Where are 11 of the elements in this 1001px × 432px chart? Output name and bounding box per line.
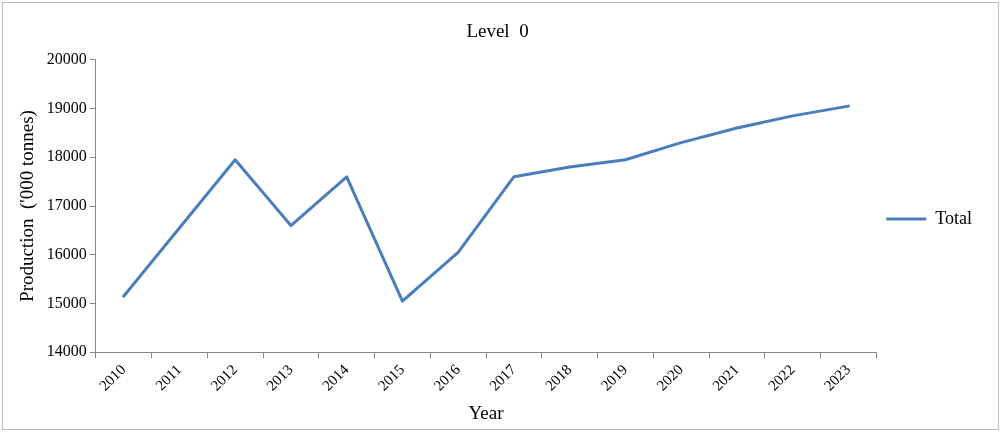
x-axis-title: Year [468,401,505,423]
y-tick-label: 17000 [46,196,87,214]
y-tick-label: 16000 [46,244,87,262]
y-tick-label: 20000 [46,50,87,67]
chart-title: Level 0 [466,20,529,42]
y-tick-label: 18000 [46,147,87,165]
legend-label: Total [935,207,972,228]
y-tick-label: 19000 [46,98,87,116]
y-axis-title: Production ('000 tonnes) [16,110,39,302]
y-tick-label: 15000 [46,293,87,311]
y-tick-label: 14000 [46,342,87,360]
